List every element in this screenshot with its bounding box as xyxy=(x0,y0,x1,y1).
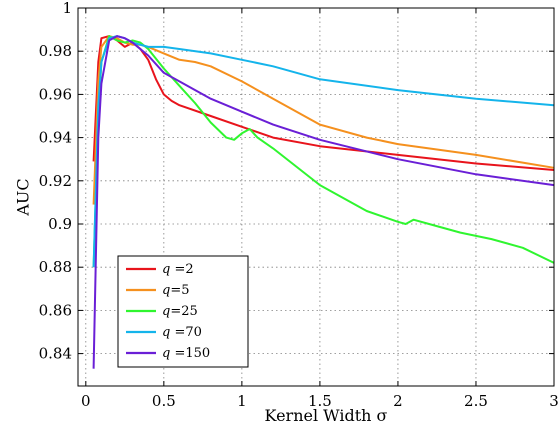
axis-ticks: 0 0.5 1 1.5 2 2.5 3 0.84 0.86 0.88 0.9 0.92 0.94 0.96… xyxy=(39,0,559,410)
legend: q =2 q=5 q=25 q =70 q =150 xyxy=(117,255,249,368)
x-tick-label: 1 xyxy=(237,392,247,410)
y-tick-label: 0.9 xyxy=(48,215,72,233)
series-line-5 xyxy=(92,35,555,369)
series-line-2 xyxy=(92,35,555,205)
y-tick-label: 0.98 xyxy=(39,42,72,60)
legend-label: q=25 xyxy=(162,304,198,319)
legend-label: q =70 xyxy=(162,325,202,340)
y-tick-label: 1 xyxy=(62,0,72,17)
x-axis-label: Kernel Width σ xyxy=(265,406,388,425)
x-tick-label: 2 xyxy=(393,392,403,410)
x-tick-label: 1.5 xyxy=(308,392,332,410)
y-tick-label: 0.96 xyxy=(39,85,72,103)
x-tick-label: 0.5 xyxy=(152,392,176,410)
x-tick-label: 0 xyxy=(81,392,91,410)
series-lines xyxy=(92,35,555,369)
y-axis-label: AUC xyxy=(14,178,33,216)
legend-label: q =150 xyxy=(162,346,210,361)
series-line-4 xyxy=(92,35,555,268)
series-line-3 xyxy=(92,35,555,268)
y-tick-label: 0.94 xyxy=(39,129,72,147)
x-tick-label: 2.5 xyxy=(464,392,488,410)
legend-label: q =2 xyxy=(162,262,194,277)
plot-frame xyxy=(77,7,555,387)
legend-label: q=5 xyxy=(162,283,190,298)
y-tick-label: 0.88 xyxy=(39,258,72,276)
x-tick-label: 3 xyxy=(549,392,559,410)
y-tick-label: 0.92 xyxy=(39,172,72,190)
series-line-1 xyxy=(92,35,555,171)
y-tick-label: 0.86 xyxy=(39,301,72,319)
y-tick-label: 0.84 xyxy=(39,345,72,363)
